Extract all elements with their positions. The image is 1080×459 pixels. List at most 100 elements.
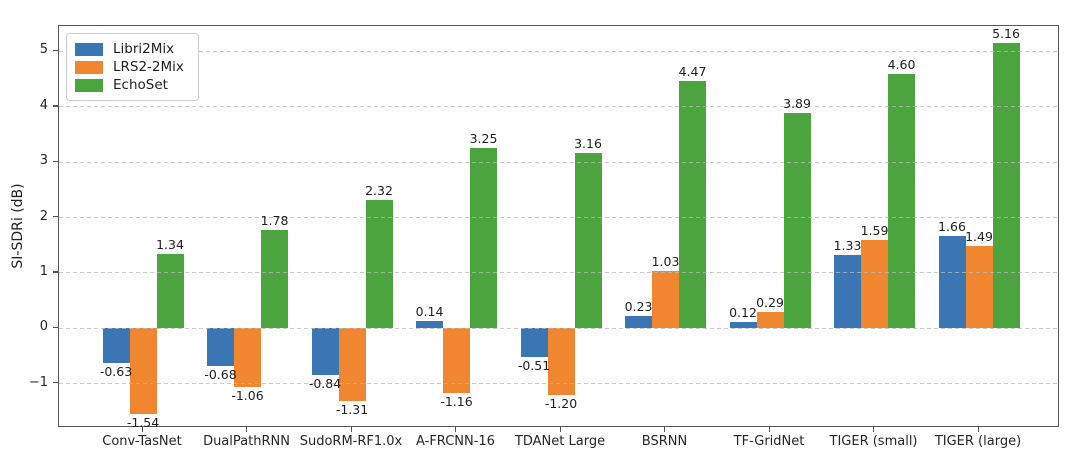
value-label-EchoSet-TDANet Large: 3.16 — [574, 136, 602, 152]
bar-EchoSet-TIGER (small) — [888, 73, 915, 329]
value-label-Libri2Mix-TIGER (small): 1.33 — [833, 237, 862, 253]
value-label-LRS2-2Mix-Conv-TasNet: -1.54 — [126, 414, 160, 430]
legend-item-Libri2Mix: Libri2Mix — [75, 40, 188, 58]
value-label-LRS2-2Mix-TIGER (large): 1.49 — [965, 228, 993, 244]
bar-EchoSet-TIGER (large) — [992, 42, 1020, 329]
xtick-mark — [664, 427, 666, 432]
bar-Libri2Mix-TIGER (small) — [834, 254, 861, 329]
ytick-label--1: −1 — [28, 374, 48, 390]
bar-Libri2Mix-A-FRCNN-16 — [416, 320, 443, 329]
value-label-EchoSet-BSRNN: 4.47 — [678, 63, 707, 79]
ytick-mark — [53, 160, 58, 162]
value-label-LRS2-2Mix-A-FRCNN-16: -1.16 — [440, 393, 473, 409]
xtick-mark — [559, 427, 561, 432]
bar-EchoSet-A-FRCNN-16 — [470, 148, 497, 329]
xtick-mark — [873, 427, 875, 432]
legend-label: Libri2Mix — [113, 41, 175, 57]
value-label-LRS2-2Mix-SudoRM-RF1.0x: -1.31 — [335, 401, 369, 417]
bar-LRS2-2Mix-Conv-TasNet — [129, 328, 157, 414]
value-label-EchoSet-TF-GridNet: 3.89 — [783, 95, 811, 111]
ytick-label-5: 5 — [39, 42, 48, 58]
bar-LRS2-2Mix-TIGER (small) — [861, 240, 888, 329]
value-label-EchoSet-DualPathRNN: 1.78 — [260, 212, 289, 228]
bar-LRS2-2Mix-DualPathRNN — [234, 328, 261, 388]
bar-Libri2Mix-TDANet Large — [520, 328, 548, 357]
legend: Libri2Mix LRS2-2Mix EchoSet — [66, 33, 199, 101]
bar-EchoSet-Conv-TasNet — [156, 254, 184, 329]
plot-area: -0.63 -1.54 1.34 -0.68 -1.06 1.78 -0.84 -1.31 2.… — [58, 25, 1059, 429]
ytick-mark — [53, 105, 58, 107]
value-label-EchoSet-A-FRCNN-16: 3.25 — [469, 131, 498, 147]
legend-item-EchoSet: EchoSet — [75, 76, 188, 94]
legend-swatch-icon — [75, 42, 103, 56]
value-label-LRS2-2Mix-TF-GridNet: 0.29 — [756, 295, 784, 311]
legend-swatch-icon — [75, 78, 103, 92]
value-label-EchoSet-TIGER (large): 5.16 — [992, 25, 1020, 41]
ytick-label-3: 3 — [39, 153, 48, 169]
bar-Libri2Mix-TF-GridNet — [729, 321, 757, 329]
bar-EchoSet-TF-GridNet — [783, 112, 811, 329]
bar-Libri2Mix-Conv-TasNet — [102, 328, 130, 364]
value-label-LRS2-2Mix-DualPathRNN: -1.06 — [231, 388, 264, 404]
xtick-mark — [246, 427, 248, 432]
value-label-Libri2Mix-TDANet Large: -0.51 — [517, 357, 551, 373]
bar-Libri2Mix-SudoRM-RF1.0x — [311, 328, 339, 375]
xtick-label-TDANet Large: TDANet Large — [514, 434, 606, 449]
value-label-EchoSet-TIGER (small): 4.60 — [887, 56, 916, 72]
value-label-Libri2Mix-A-FRCNN-16: 0.14 — [415, 303, 444, 319]
value-label-Libri2Mix-TF-GridNet: 0.12 — [729, 304, 757, 320]
xtick-label-SudoRM-RF1.0x: SudoRM-RF1.0x — [299, 434, 403, 449]
xtick-label-TIGER (small): TIGER (small) — [829, 434, 918, 449]
ytick-label-4: 4 — [39, 97, 48, 113]
value-label-Libri2Mix-DualPathRNN: -0.68 — [204, 366, 237, 382]
xtick-mark — [977, 427, 979, 432]
bar-Libri2Mix-TIGER (large) — [938, 236, 966, 329]
xtick-label-TIGER (large): TIGER (large) — [934, 434, 1022, 449]
bar-LRS2-2Mix-A-FRCNN-16 — [443, 328, 470, 393]
xtick-mark — [350, 427, 352, 432]
bar-LRS2-2Mix-TF-GridNet — [756, 312, 784, 329]
xtick-label-DualPathRNN: DualPathRNN — [203, 434, 290, 449]
value-label-Libri2Mix-TIGER (large): 1.66 — [938, 219, 966, 235]
bar-EchoSet-BSRNN — [679, 80, 706, 329]
value-label-EchoSet-SudoRM-RF1.0x: 2.32 — [365, 182, 393, 198]
ytick-label-2: 2 — [39, 208, 48, 224]
bars-layer — [59, 26, 1058, 426]
ytick-mark — [53, 326, 58, 329]
y-axis-title: SI-SDRi (dB) — [10, 183, 26, 269]
xtick-label-A-FRCNN-16: A-FRCNN-16 — [416, 434, 495, 449]
legend-swatch-icon — [75, 60, 103, 74]
legend-label: EchoSet — [113, 77, 168, 93]
bar-EchoSet-TDANet Large — [574, 153, 602, 329]
xtick-mark — [455, 427, 457, 432]
value-label-LRS2-2Mix-BSRNN: 1.03 — [651, 254, 680, 270]
value-label-Libri2Mix-SudoRM-RF1.0x: -0.84 — [308, 375, 342, 391]
bar-Libri2Mix-DualPathRNN — [207, 328, 234, 366]
ytick-mark — [53, 49, 58, 52]
legend-label: LRS2-2Mix — [113, 59, 184, 75]
ytick-mark — [53, 216, 58, 218]
ytick-label-0: 0 — [39, 319, 48, 335]
value-labels-layer: -0.63 -1.54 1.34 -0.68 -1.06 1.78 -0.84 -1.31 2.… — [59, 25, 1058, 429]
bar-EchoSet-DualPathRNN — [261, 229, 288, 329]
legend-item-LRS2-2Mix: LRS2-2Mix — [75, 58, 188, 76]
value-label-LRS2-2Mix-TDANet Large: -1.20 — [544, 395, 578, 411]
bar-LRS2-2Mix-SudoRM-RF1.0x — [338, 328, 366, 401]
value-label-EchoSet-Conv-TasNet: 1.34 — [156, 237, 184, 253]
value-label-Libri2Mix-BSRNN: 0.23 — [624, 298, 653, 314]
bar-Libri2Mix-BSRNN — [625, 315, 652, 329]
ytick-mark — [53, 382, 58, 384]
bar-LRS2-2Mix-TIGER (large) — [965, 245, 993, 329]
xtick-mark — [768, 427, 770, 432]
xtick-label-Conv-TasNet: Conv-TasNet — [102, 434, 182, 449]
bar-LRS2-2Mix-BSRNN — [652, 271, 679, 329]
bar-EchoSet-SudoRM-RF1.0x — [365, 199, 393, 329]
ytick-mark — [53, 271, 58, 273]
xtick-label-TF-GridNet: TF-GridNet — [733, 434, 805, 449]
xtick-mark — [141, 427, 143, 432]
value-label-Libri2Mix-Conv-TasNet: -0.63 — [99, 364, 133, 380]
xtick-label-BSRNN: BSRNN — [641, 434, 688, 449]
value-label-LRS2-2Mix-TIGER (small): 1.59 — [860, 223, 889, 239]
ytick-label-1: 1 — [39, 263, 48, 279]
